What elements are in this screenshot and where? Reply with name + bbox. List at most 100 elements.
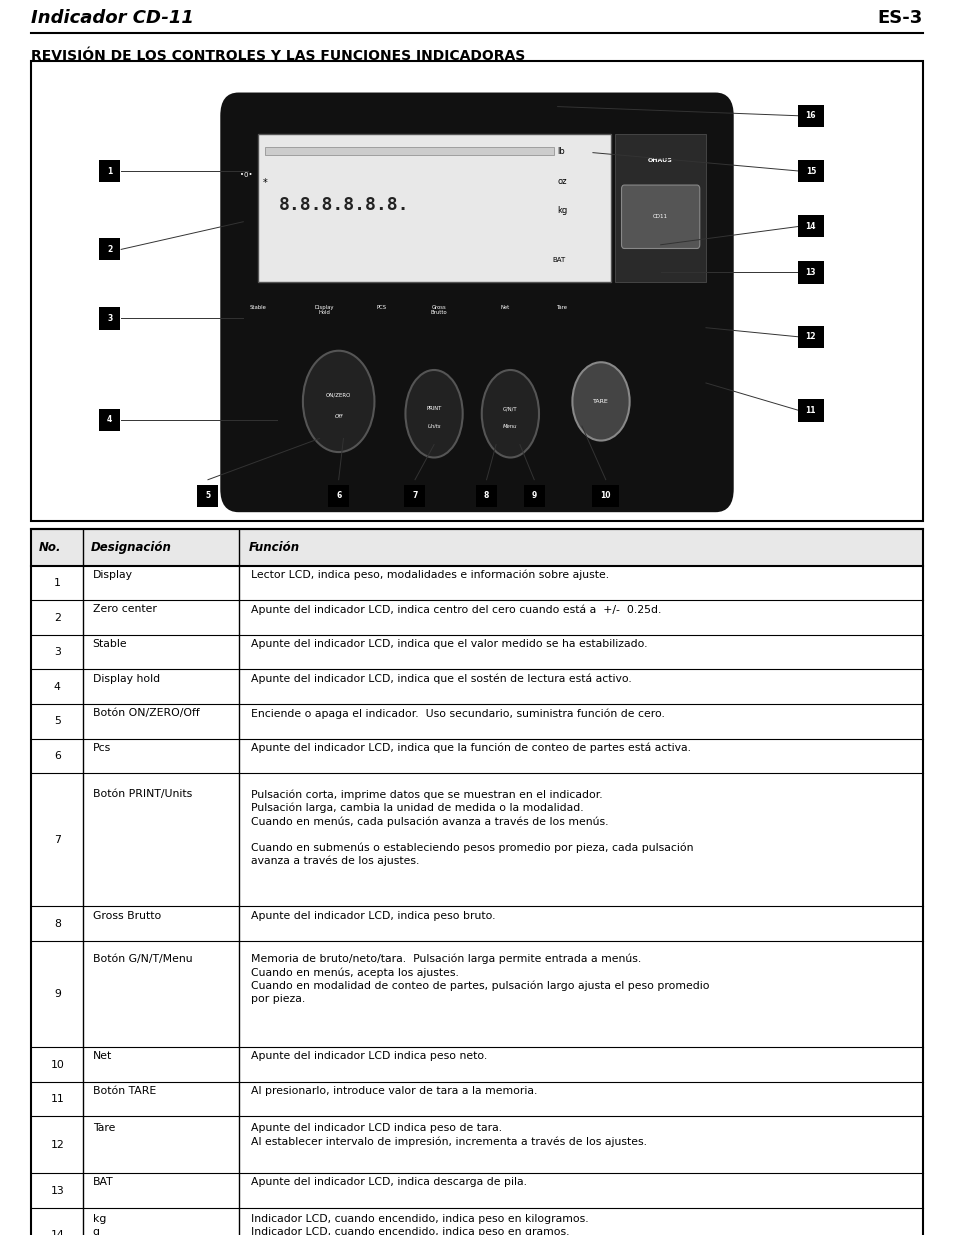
Text: ES-3: ES-3 (877, 9, 922, 27)
Text: Gross
Brutto: Gross Brutto (430, 305, 447, 315)
Text: Memoria de bruto/neto/tara.  Pulsación larga permite entrada a menús.
Cuando en : Memoria de bruto/neto/tara. Pulsación la… (251, 953, 708, 1004)
Bar (328, 484, 349, 506)
Text: Gross Brutto: Gross Brutto (92, 910, 161, 920)
Text: PCS: PCS (376, 305, 386, 310)
Text: Net: Net (92, 1051, 112, 1061)
Text: 9: 9 (53, 989, 61, 999)
Bar (476, 484, 497, 506)
Text: 5: 5 (205, 492, 211, 500)
Text: 8: 8 (53, 919, 61, 929)
Text: 10: 10 (599, 492, 611, 500)
Text: Stable: Stable (92, 638, 127, 648)
Bar (797, 399, 823, 421)
Text: 1: 1 (107, 167, 112, 175)
Text: 7: 7 (53, 835, 61, 845)
Bar (615, 135, 705, 282)
Text: 14: 14 (804, 222, 816, 231)
Text: Botón ON/ZERO/Off: Botón ON/ZERO/Off (92, 708, 199, 718)
Bar (797, 161, 823, 183)
Text: REVISIÓN DE LOS CONTROLES Y LAS FUNCIONES INDICADORAS: REVISIÓN DE LOS CONTROLES Y LAS FUNCIONE… (31, 49, 525, 63)
Text: 11: 11 (51, 1094, 64, 1104)
Bar (99, 409, 120, 431)
Ellipse shape (303, 351, 374, 452)
Text: Units: Units (427, 424, 440, 429)
Bar (592, 484, 618, 506)
Text: 7: 7 (412, 492, 417, 500)
Text: Apunte del indicador LCD, indica peso bruto.: Apunte del indicador LCD, indica peso br… (251, 910, 495, 920)
Text: 4: 4 (107, 415, 112, 425)
Bar (99, 308, 120, 330)
Text: Display: Display (92, 569, 132, 579)
Text: lb: lb (557, 147, 565, 157)
Text: Apunte del indicador LCD, indica descarga de pila.: Apunte del indicador LCD, indica descarg… (251, 1177, 526, 1187)
Bar (404, 484, 425, 506)
Bar (264, 147, 554, 154)
Text: Función: Función (249, 541, 299, 553)
Text: *: * (262, 178, 267, 188)
Text: 2: 2 (107, 245, 112, 254)
Bar (197, 484, 218, 506)
FancyBboxPatch shape (257, 135, 610, 282)
Text: 9: 9 (531, 492, 537, 500)
Text: 13: 13 (804, 268, 816, 277)
Text: Lector LCD, indica peso, modalidades e información sobre ajuste.: Lector LCD, indica peso, modalidades e i… (251, 569, 608, 580)
Text: Net: Net (500, 305, 510, 310)
Text: Designación: Designación (91, 541, 172, 553)
Text: Al presionarlo, introduce valor de tara a la memoria.: Al presionarlo, introduce valor de tara … (251, 1086, 537, 1095)
Text: Indicador CD-11: Indicador CD-11 (31, 9, 194, 27)
Text: Apunte del indicador LCD indica peso neto.: Apunte del indicador LCD indica peso net… (251, 1051, 486, 1061)
Bar (797, 215, 823, 237)
Text: Enciende o apaga el indicador.  Uso secundario, suministra función de cero.: Enciende o apaga el indicador. Uso secun… (251, 708, 663, 719)
Text: Apunte del indicador LCD, indica que la función de conteo de partes está activa.: Apunte del indicador LCD, indica que la … (251, 742, 690, 753)
Bar (797, 262, 823, 284)
Text: PRINT: PRINT (426, 406, 441, 411)
Ellipse shape (405, 370, 462, 457)
Text: Off: Off (335, 414, 342, 419)
Text: 1: 1 (53, 578, 61, 588)
Text: CD11: CD11 (653, 214, 667, 220)
Text: OHAUS: OHAUS (647, 158, 673, 163)
Text: 11: 11 (804, 406, 816, 415)
Text: Apunte del indicador LCD, indica centro del cero cuando está a  +/-  0.25d.: Apunte del indicador LCD, indica centro … (251, 604, 660, 615)
Text: Botón TARE: Botón TARE (92, 1086, 155, 1095)
Text: kg: kg (557, 206, 567, 215)
Text: 16: 16 (804, 111, 816, 120)
Text: oz: oz (557, 177, 566, 186)
Ellipse shape (481, 370, 538, 457)
Text: 10: 10 (51, 1060, 64, 1070)
Text: 6: 6 (53, 751, 61, 761)
Text: Pulsación corta, imprime datos que se muestran en el indicador.
Pulsación larga,: Pulsación corta, imprime datos que se mu… (251, 789, 692, 866)
FancyBboxPatch shape (621, 185, 699, 248)
Text: Menu: Menu (502, 424, 517, 429)
Text: Apunte del indicador LCD indica peso de tara.
Al establecer intervalo de impresi: Apunte del indicador LCD indica peso de … (251, 1124, 646, 1147)
Bar (31, 529, 922, 1235)
Text: TARE: TARE (593, 399, 608, 404)
Text: 8.8.8.8.8.8.: 8.8.8.8.8.8. (278, 196, 409, 214)
Text: Tare: Tare (557, 305, 568, 310)
Bar (797, 105, 823, 127)
Text: Display
Hold: Display Hold (314, 305, 334, 315)
Text: Apunte del indicador LCD, indica que el valor medido se ha estabilizado.: Apunte del indicador LCD, indica que el … (251, 638, 646, 648)
Text: 5: 5 (53, 716, 61, 726)
Text: Stable: Stable (249, 305, 266, 310)
Text: Botón PRINT/Units: Botón PRINT/Units (92, 789, 192, 799)
Text: Tare: Tare (92, 1124, 115, 1134)
FancyBboxPatch shape (221, 94, 732, 511)
Text: Pcs: Pcs (92, 742, 111, 752)
Bar (99, 238, 120, 261)
Text: No.: No. (39, 541, 62, 553)
Text: Botón G/N/T/Menu: Botón G/N/T/Menu (92, 953, 193, 963)
Bar (31, 61, 922, 521)
Text: 13: 13 (51, 1186, 64, 1195)
Text: 6: 6 (335, 492, 341, 500)
Text: 2: 2 (53, 613, 61, 622)
Bar (31, 529, 922, 566)
Ellipse shape (572, 362, 629, 441)
Text: Apunte del indicador LCD, indica que el sostén de lectura está activo.: Apunte del indicador LCD, indica que el … (251, 673, 631, 684)
Text: •0•: •0• (240, 173, 253, 179)
Text: 4: 4 (53, 682, 61, 692)
Text: 3: 3 (107, 314, 112, 324)
Text: BAT: BAT (92, 1177, 113, 1187)
Text: BAT: BAT (553, 257, 565, 263)
Text: Zero center: Zero center (92, 604, 156, 614)
